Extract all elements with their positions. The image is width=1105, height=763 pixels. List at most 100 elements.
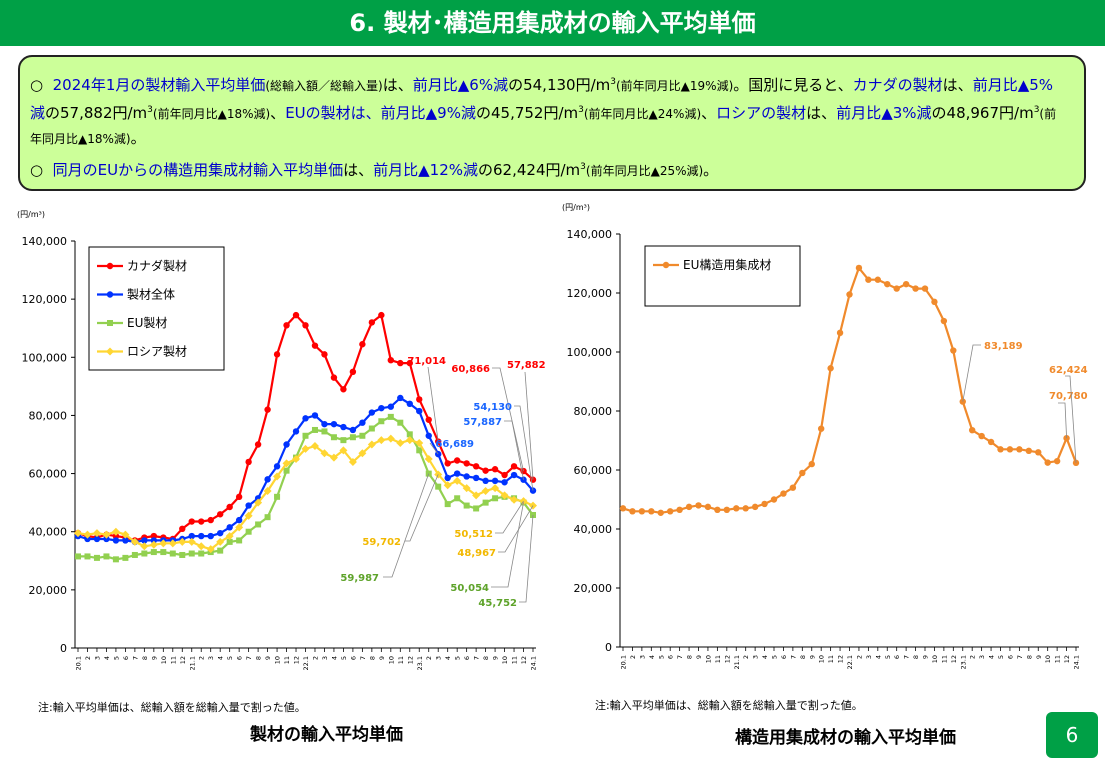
x-tick-label: 10: [818, 655, 826, 663]
x-tick-label: 10: [704, 655, 712, 663]
x-tick-label: 7: [903, 655, 911, 659]
lumber-price-chart: (円/m³) 0 20,000 40,000 60,000 80,000 100,000 12…: [17, 210, 546, 670]
data-point: [197, 542, 206, 551]
x-tick-label: 7: [245, 656, 253, 660]
data-point: [704, 503, 712, 511]
data-point: [187, 537, 196, 546]
data-point: [226, 503, 233, 511]
data-point: [387, 356, 395, 364]
data-point: [482, 499, 489, 506]
x-tick-label: 8: [141, 656, 149, 660]
data-point: [141, 537, 148, 544]
y-tick-label: 80,000: [574, 405, 613, 418]
annotation-leader: [962, 344, 981, 402]
data-point: [492, 495, 499, 502]
x-tick-label: 12: [723, 655, 731, 663]
x-tick-label: 9: [695, 655, 703, 659]
x-tick-label: 7: [1016, 655, 1024, 659]
annotation-leader: [427, 366, 439, 442]
x-tick-label: 11: [169, 656, 177, 664]
data-point: [168, 539, 177, 548]
x-tick-label: 24.1: [530, 656, 538, 670]
series-EU製材: [75, 413, 536, 563]
x-tick-label: 11: [1054, 655, 1062, 663]
x-tick-label: 7: [359, 656, 367, 660]
data-point: [1035, 449, 1042, 456]
x-tick-label: 4: [874, 655, 882, 659]
data-point: [359, 419, 366, 426]
data-point: [510, 495, 519, 504]
data-point: [112, 537, 120, 544]
glulam-price-chart: (円/m³) 0 20,000 40,000 60,000 80,000 100,000 12…: [562, 203, 1088, 669]
data-point: [274, 493, 281, 500]
y-tick-label: 20,000: [574, 582, 613, 595]
x-tick-label: 21.1: [733, 655, 741, 669]
data-point: [846, 291, 853, 298]
data-point: [206, 545, 215, 554]
data-point: [282, 459, 291, 468]
data-point: [865, 276, 872, 283]
data-point: [416, 396, 423, 403]
data-point: [368, 409, 376, 416]
data-point: [130, 537, 139, 546]
legend-marker: [106, 291, 114, 298]
y-tick-label: 0: [60, 642, 67, 655]
data-point: [329, 453, 338, 462]
y-tick-label: 120,000: [567, 287, 613, 300]
x-tick-label: 2: [629, 655, 637, 659]
data-point: [255, 521, 262, 528]
data-label: 62,424: [1049, 365, 1088, 376]
x-tick-label: 9: [1035, 655, 1043, 659]
data-point: [510, 471, 518, 479]
data-point: [311, 426, 318, 433]
data-point: [931, 298, 938, 306]
data-point: [321, 428, 328, 435]
data-point: [733, 505, 740, 512]
data-point: [84, 535, 91, 543]
data-point: [103, 535, 110, 543]
legend-label: 製材全体: [127, 287, 175, 302]
data-point: [358, 449, 367, 458]
data-point: [482, 467, 489, 474]
data-point: [416, 447, 423, 454]
data-point: [893, 285, 900, 292]
data-point: [103, 553, 110, 560]
note-right: 注:輸入平均単価は、総輸入額を総輸入量で割った値。: [595, 699, 863, 712]
caption-left: 製材の輸入平均単価: [250, 725, 403, 745]
data-point: [264, 406, 271, 413]
x-tick-label: 4: [217, 656, 225, 660]
data-point: [216, 529, 224, 537]
x-tick-label: 11: [397, 656, 405, 664]
data-point: [75, 553, 81, 560]
data-point: [160, 549, 167, 556]
x-tick-label: 2: [969, 655, 977, 659]
data-point: [102, 530, 111, 539]
data-point: [648, 508, 655, 515]
data-point: [198, 550, 205, 557]
data-point: [397, 394, 404, 402]
data-point: [520, 476, 527, 483]
y-axis-unit-label: (円/m³): [562, 203, 590, 212]
x-tick-label: 6: [780, 655, 788, 659]
data-point: [141, 550, 148, 557]
data-point: [723, 506, 731, 514]
x-tick-label: 12: [179, 656, 187, 664]
data-point: [396, 439, 405, 448]
annotation-leader: [495, 500, 524, 534]
x-tick-label: 12: [1063, 655, 1071, 663]
data-label: 57,882: [507, 360, 546, 371]
x-tick-label: 8: [255, 656, 263, 660]
legend-marker: [662, 261, 670, 269]
data-point: [349, 426, 357, 434]
data-point: [292, 311, 300, 319]
data-point: [481, 487, 490, 496]
data-point: [93, 535, 101, 543]
x-tick-label: 3: [207, 656, 215, 660]
data-point: [424, 455, 433, 464]
annotation-leader: [492, 367, 524, 472]
x-tick-label: 10: [931, 655, 939, 663]
x-tick-label: 2: [425, 656, 433, 660]
data-point: [425, 432, 432, 439]
summary-para1-run: 2024年1月の製材輸入平均単価: [52, 76, 266, 94]
x-tick-label: 8: [1025, 655, 1033, 659]
